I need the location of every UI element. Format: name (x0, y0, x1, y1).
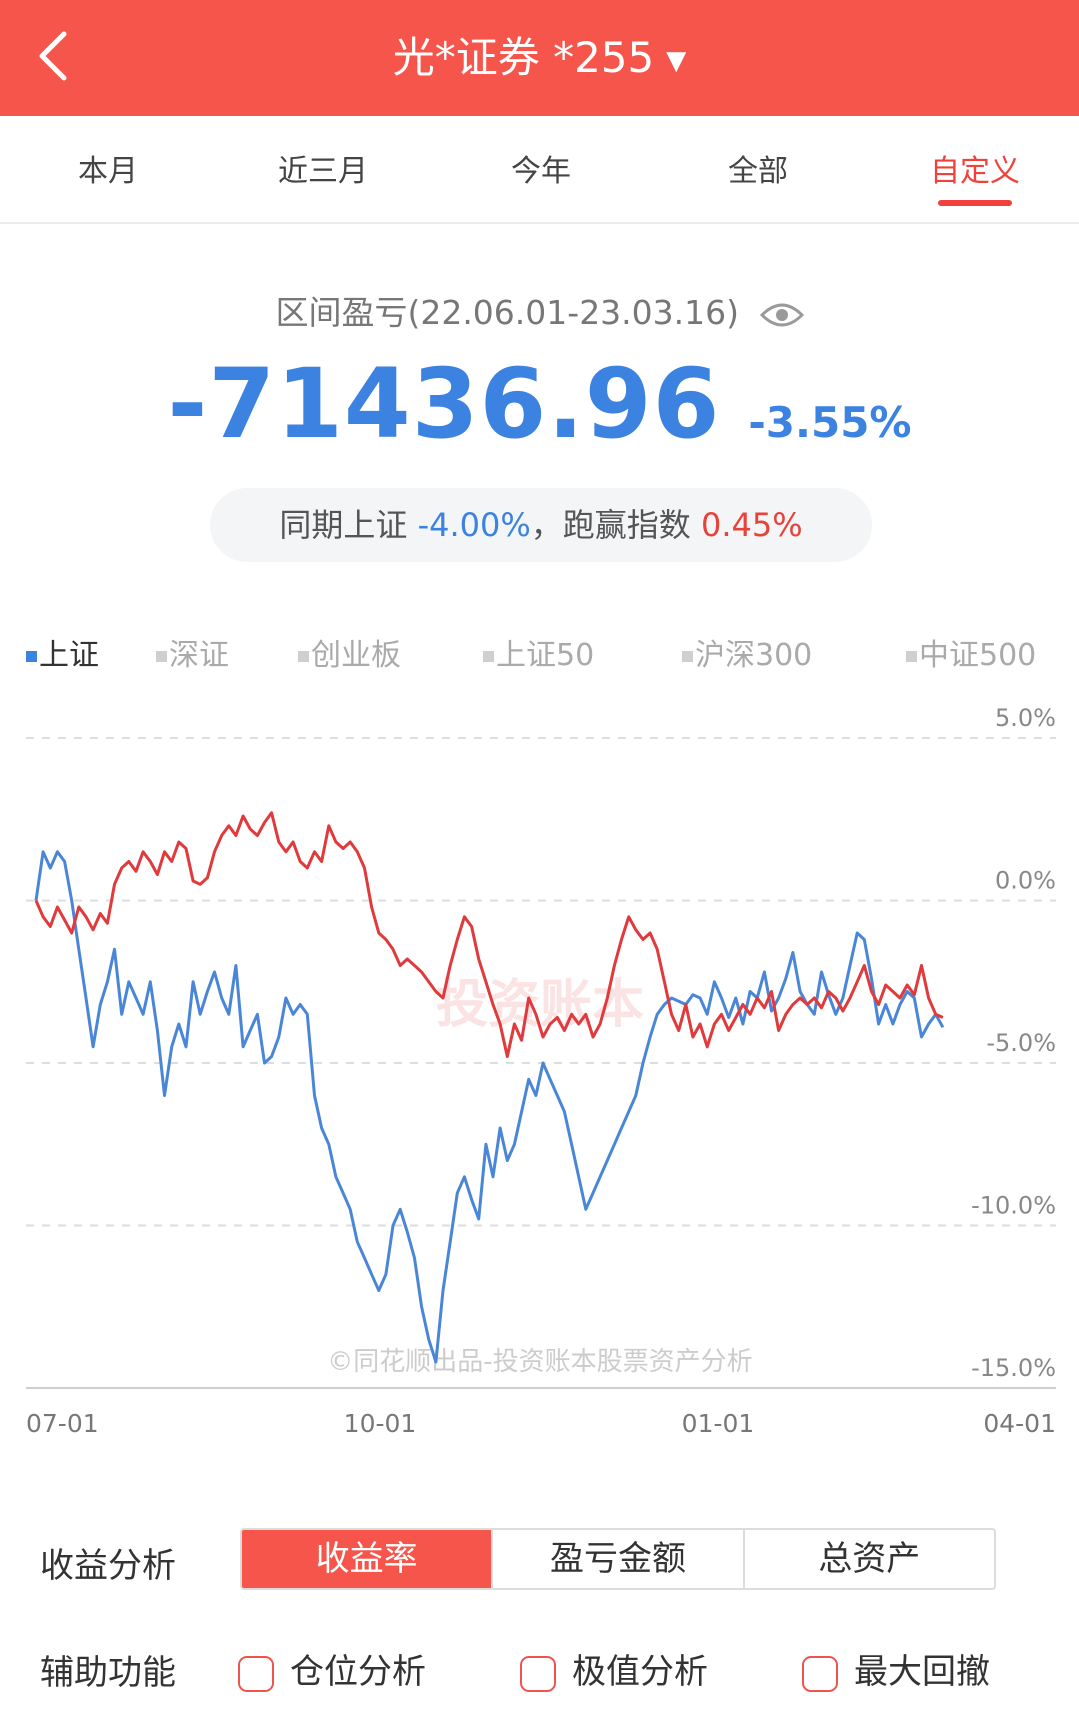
x-tick-label: 01-01 (682, 1409, 755, 1438)
account-selector[interactable]: 光*证券 *255 ▼ (0, 30, 1079, 89)
y-tick-label: -5.0% (986, 1029, 1056, 1057)
pnl-row: -71436.96 -3.55% (0, 348, 1079, 460)
analysis-label: 收益分析 (40, 1546, 176, 1586)
analysis-segmented-control: 收益率 盈亏金额 总资产 (240, 1528, 996, 1590)
return-chart[interactable]: 5.0% 0.0% -5.0% -10.0% -15.0% 07-01 10-01 01-01… (0, 700, 1079, 1440)
legend-label: 上证50 (496, 638, 595, 673)
legend-swatch (483, 651, 494, 662)
checkbox-label: 最大回撤 (854, 1652, 990, 1692)
checkbox-max-drawdown[interactable]: 最大回撤 (802, 1644, 990, 1693)
checkbox-icon (238, 1655, 274, 1692)
account-return-line (34, 811, 944, 1058)
tab-all[interactable]: 全部 (728, 154, 788, 189)
checkbox-icon (520, 1655, 556, 1692)
legend-swatch (906, 651, 917, 662)
y-tick-label: 5.0% (995, 704, 1056, 732)
legend-swatch (26, 651, 37, 662)
x-tick-label: 07-01 (26, 1409, 99, 1438)
pnl-value: -71436.96 (167, 348, 721, 460)
legend-chinext[interactable]: 创业板 (298, 630, 401, 674)
tab-this-year[interactable]: 今年 (511, 154, 571, 189)
aux-label: 辅助功能 (40, 1653, 176, 1693)
legend-shenzhen[interactable]: 深证 (156, 630, 229, 674)
x-tick-label: 10-01 (344, 1409, 417, 1438)
period-tabs: 本月 近三月 今年 全部 自定义 (0, 116, 1079, 224)
legend-label: 中证500 (919, 638, 1037, 673)
index-return: -4.00% (417, 506, 531, 544)
outperform-value: 0.45% (700, 506, 803, 544)
checkbox-position-analysis[interactable]: 仓位分析 (238, 1644, 426, 1693)
x-tick-label: 04-01 (983, 1409, 1056, 1438)
y-tick-label: -10.0% (971, 1192, 1056, 1220)
segment-pnl-amount[interactable]: 盈亏金额 (493, 1530, 745, 1588)
checkbox-icon (802, 1655, 838, 1692)
y-tick-label: -15.0% (971, 1354, 1056, 1382)
back-arrow-icon[interactable] (36, 28, 72, 84)
segment-return-rate[interactable]: 收益率 (242, 1530, 494, 1588)
compare-prefix: 同期上证 (279, 506, 408, 544)
tab-custom[interactable]: 自定义 (930, 154, 1020, 189)
range-label: 区间盈亏(22.06.01-23.03.16) (275, 293, 740, 332)
tab-this-month[interactable]: 本月 (78, 154, 138, 189)
app-header: 光*证券 *255 ▼ (0, 0, 1079, 116)
active-tab-indicator (938, 200, 1012, 206)
legend-shanghai[interactable]: 上证 (26, 630, 99, 674)
compare-middle: ，跑赢指数 (530, 506, 691, 544)
legend-swatch (298, 651, 309, 662)
checkbox-label: 仓位分析 (290, 1652, 426, 1692)
bottom-watermark: ©同花顺出品-投资账本股票资产分析 (327, 1347, 752, 1377)
legend-label: 深证 (169, 638, 229, 673)
legend-label: 创业板 (311, 638, 401, 673)
legend-label: 上证 (39, 638, 99, 673)
legend-sse50[interactable]: 上证50 (483, 630, 594, 674)
checkbox-label: 极值分析 (572, 1652, 708, 1692)
dropdown-caret-icon: ▼ (666, 45, 687, 76)
legend-swatch (682, 651, 693, 662)
tab-three-months[interactable]: 近三月 (278, 154, 368, 189)
segment-total-assets[interactable]: 总资产 (818, 1539, 921, 1579)
checkbox-extreme-analysis[interactable]: 极值分析 (520, 1644, 708, 1693)
index-return-line (34, 850, 945, 1364)
range-label-row: 区间盈亏(22.06.01-23.03.16) (0, 286, 1079, 334)
y-tick-label: 0.0% (995, 867, 1056, 895)
index-comparison-pill: 同期上证 -4.00%，跑赢指数 0.45% (210, 488, 872, 562)
account-title: 光*证券 *255 (392, 33, 655, 82)
legend-swatch (156, 651, 167, 662)
legend-csi500[interactable]: 中证500 (906, 630, 1036, 674)
legend-csi300[interactable]: 沪深300 (682, 630, 812, 674)
eye-icon[interactable] (759, 300, 804, 330)
legend-label: 沪深300 (695, 638, 813, 673)
pnl-percent: -3.55% (748, 398, 912, 447)
